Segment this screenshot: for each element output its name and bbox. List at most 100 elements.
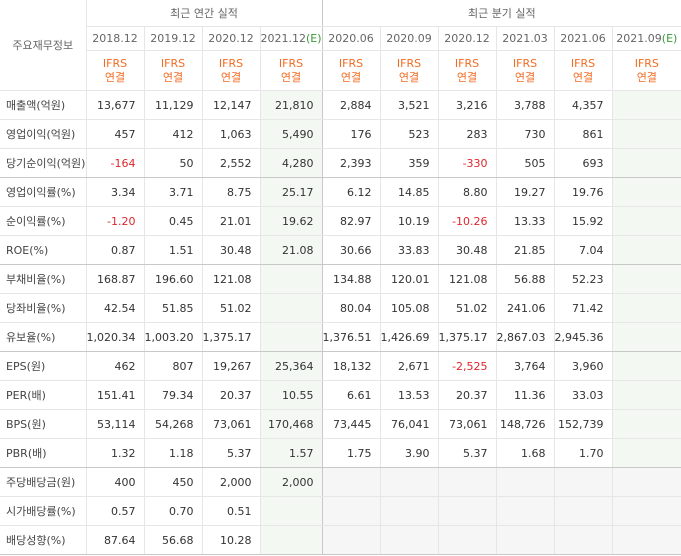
value-cell: 861 <box>553 119 613 149</box>
value-cell: 25.17 <box>259 177 323 207</box>
value-cell: 13.53 <box>379 380 439 410</box>
value-cell <box>553 467 613 497</box>
value-cell <box>611 351 681 381</box>
value-cell: 462 <box>85 351 144 381</box>
value-cell: 2,552 <box>201 148 260 178</box>
value-cell <box>495 496 555 526</box>
value-cell <box>259 264 323 294</box>
value-cell <box>611 119 681 149</box>
value-cell: 10.19 <box>379 206 439 236</box>
value-cell: 10.28 <box>201 525 260 555</box>
value-cell: 3,960 <box>553 351 613 381</box>
period: 2018.12 <box>85 26 144 51</box>
value-cell: 2,671 <box>379 351 439 381</box>
value-cell: 51.02 <box>437 293 497 323</box>
value-cell: 33.03 <box>553 380 613 410</box>
value-cell <box>611 264 681 294</box>
value-cell: 196.60 <box>143 264 202 294</box>
value-cell: 1,003.20 <box>143 322 202 352</box>
value-cell: 3.71 <box>143 177 202 207</box>
value-cell <box>495 525 555 555</box>
value-cell: 87.64 <box>85 525 144 555</box>
value-cell: 3,521 <box>379 90 439 120</box>
period-text: 2018.12 <box>92 32 138 45</box>
period-text: 2020.09 <box>386 32 432 45</box>
value-cell: 1.70 <box>553 438 613 468</box>
value-cell: 20.37 <box>201 380 260 410</box>
value-cell: 5.37 <box>201 438 260 468</box>
value-cell <box>437 525 497 555</box>
value-cell <box>611 148 681 178</box>
value-cell: 134.88 <box>321 264 381 294</box>
data-row: PBR(배) 1.32 1.18 5.37 1.57 1.75 3.90 5.37 1.68 1.… <box>0 438 681 468</box>
value-cell <box>611 235 681 265</box>
period-text: 2021.09 <box>616 32 662 45</box>
period: 2021.06 <box>553 26 613 51</box>
period-text: 2020.12 <box>444 32 490 45</box>
value-cell: 0.57 <box>85 496 144 526</box>
value-cell: 241.06 <box>495 293 555 323</box>
value-cell: 20.37 <box>437 380 497 410</box>
value-cell: 52.23 <box>553 264 613 294</box>
value-cell <box>259 496 323 526</box>
value-cell: 50 <box>143 148 202 178</box>
data-row: PER(배) 151.41 79.34 20.37 10.55 6.61 13.53 20.3… <box>0 380 681 410</box>
basis: IFRS 연결 <box>201 50 260 91</box>
value-cell: 1.68 <box>495 438 555 468</box>
value-cell <box>437 467 497 497</box>
value-cell: 1,375.17 <box>201 322 260 352</box>
value-cell: 0.51 <box>201 496 260 526</box>
value-cell: 2,000 <box>201 467 260 497</box>
basis: IFRS 연결 <box>259 50 323 91</box>
value-cell: 8.80 <box>437 177 497 207</box>
value-cell: 56.88 <box>495 264 555 294</box>
value-cell: 82.97 <box>321 206 381 236</box>
value-cell: 1,376.51 <box>321 322 381 352</box>
value-cell <box>553 496 613 526</box>
row-header: 주요재무정보 <box>0 0 86 91</box>
value-cell: 3,216 <box>437 90 497 120</box>
value-cell: 13,677 <box>85 90 144 120</box>
value-cell: 4,357 <box>553 90 613 120</box>
value-cell: 6.12 <box>321 177 381 207</box>
period: 2021.03 <box>495 26 555 51</box>
value-cell: 168.87 <box>85 264 144 294</box>
value-cell: 56.68 <box>143 525 202 555</box>
basis-text: IFRS <box>278 56 304 70</box>
value-cell: 21.01 <box>201 206 260 236</box>
scope-text: 연결 <box>456 70 478 84</box>
value-cell: 25,364 <box>259 351 323 381</box>
row-label: 유보율(%) <box>0 322 86 352</box>
value-cell <box>321 467 381 497</box>
row-label: 배당성향(%) <box>0 525 86 555</box>
value-cell: 80.04 <box>321 293 381 323</box>
value-cell <box>611 438 681 468</box>
value-cell: 170,468 <box>259 409 323 439</box>
period-text: 2021.03 <box>502 32 548 45</box>
basis: IFRS 연결 <box>553 50 613 91</box>
value-cell <box>553 525 613 555</box>
scope-text: 연결 <box>280 70 302 84</box>
value-cell: 457 <box>85 119 144 149</box>
value-cell: 11,129 <box>143 90 202 120</box>
value-cell: 8.75 <box>201 177 260 207</box>
basis: IFRS 연결 <box>495 50 555 91</box>
basis-text: IFRS <box>454 56 480 70</box>
value-cell: 400 <box>85 467 144 497</box>
value-cell: 1,426.69 <box>379 322 439 352</box>
basis-text: IFRS <box>634 56 659 70</box>
period: 2019.12 <box>143 26 202 51</box>
value-cell: 151.41 <box>85 380 144 410</box>
value-cell: 105.08 <box>379 293 439 323</box>
scope-text: 연결 <box>104 70 126 84</box>
value-cell: 2,393 <box>321 148 381 178</box>
value-cell <box>611 380 681 410</box>
value-cell: 0.45 <box>143 206 202 236</box>
value-cell: 148,726 <box>495 409 555 439</box>
value-cell: -10.26 <box>437 206 497 236</box>
value-cell: 21.08 <box>259 235 323 265</box>
row-label: ROE(%) <box>0 235 86 265</box>
value-cell: 5.37 <box>437 438 497 468</box>
value-cell: -1.20 <box>85 206 144 236</box>
